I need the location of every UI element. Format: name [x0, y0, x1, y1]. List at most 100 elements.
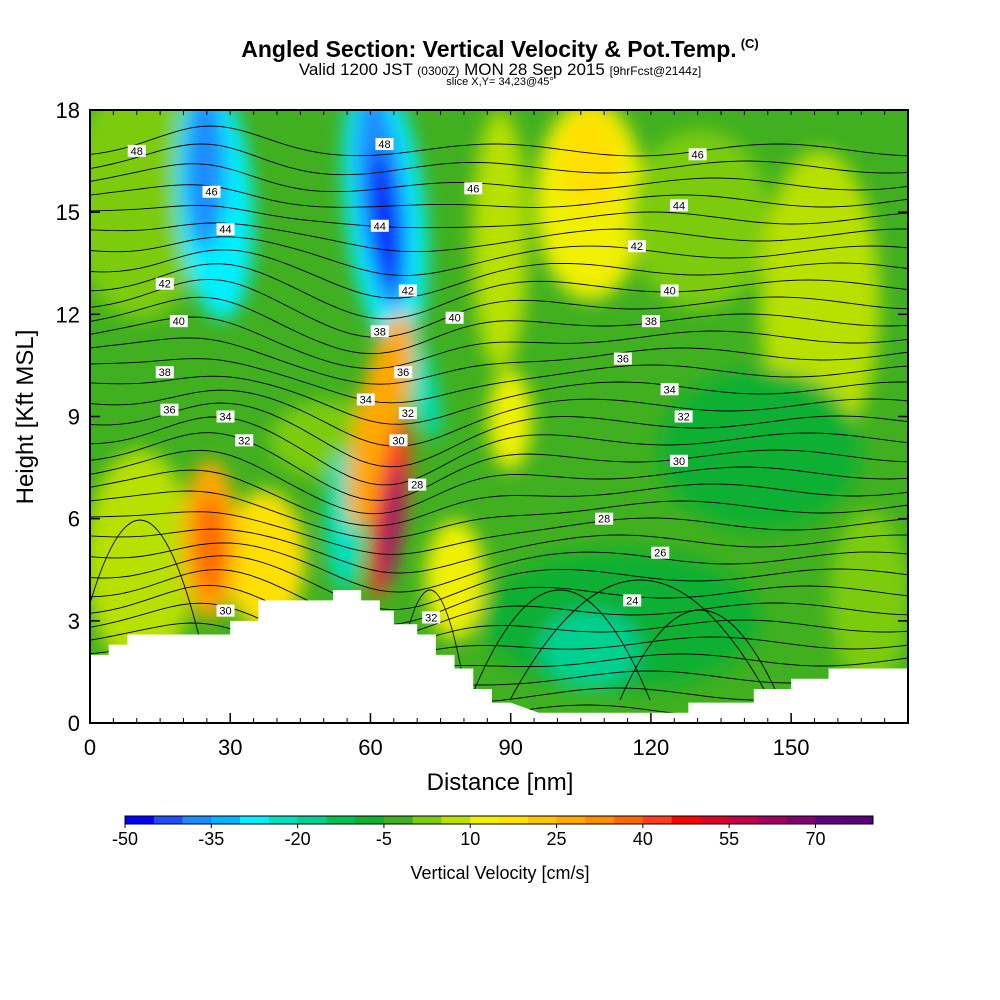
slice-info: slice X,Y= 34,23@45°	[446, 76, 554, 88]
contour-label-box	[651, 546, 670, 559]
colorbar-swatch	[786, 816, 816, 824]
contour-line	[90, 249, 908, 299]
contour-label: 44	[669, 199, 688, 212]
colorbar-tick-label: 55	[719, 829, 739, 849]
colorbar-swatch	[182, 816, 212, 824]
y-tick-label: 15	[56, 200, 80, 225]
contour-label-text: 36	[617, 354, 629, 366]
contour-line	[90, 402, 908, 468]
contour-label-box	[216, 410, 235, 423]
contour-line	[90, 519, 201, 641]
contour-line	[90, 337, 908, 385]
x-axis-label: Distance [nm]	[427, 769, 574, 796]
contour-line	[90, 555, 908, 611]
contour-label-text: 28	[411, 480, 423, 492]
contour-label-box	[235, 434, 254, 447]
contour-line	[90, 469, 908, 527]
field-band	[225, 490, 305, 630]
contour-line	[90, 184, 908, 208]
field-band	[830, 510, 908, 690]
contour-line	[90, 236, 908, 276]
contour-label-box	[169, 315, 188, 328]
contour-label-text: 30	[673, 456, 685, 468]
contour-label-box	[160, 403, 179, 416]
colorbar-swatch	[556, 816, 586, 824]
updraft-core	[381, 465, 403, 585]
contour-label: 34	[356, 393, 375, 406]
colorbar-swatch	[585, 816, 615, 824]
x-tick-label: 120	[633, 735, 670, 760]
contour-label-text: 32	[425, 612, 437, 624]
colorbar-swatch	[729, 816, 759, 824]
contour-label: 40	[445, 311, 464, 325]
contour-label: 46	[464, 182, 483, 195]
contour-label-box	[669, 454, 688, 467]
contour-line	[90, 511, 908, 555]
contour-label-text: 38	[159, 367, 171, 379]
contour-label: 38	[155, 366, 174, 379]
colorbar-swatch	[671, 816, 701, 824]
contour-label: 30	[389, 434, 408, 447]
contour-label-box	[660, 284, 679, 297]
colorbar: -50 -35 -20 -5 10 25 40 55 70	[112, 815, 874, 849]
contour-label: 44	[370, 219, 389, 233]
contour-label: 24	[623, 594, 642, 607]
contour-label: 26	[651, 546, 670, 560]
contour-line	[90, 163, 908, 193]
field-band	[472, 110, 528, 370]
field-band	[560, 110, 620, 210]
contour-label-text: 44	[374, 221, 386, 233]
contour-label-box	[127, 144, 146, 157]
colorbar-swatch	[383, 816, 414, 824]
contour-label-box	[370, 219, 389, 232]
y-tick-label: 6	[68, 507, 80, 532]
contour-label-text: 32	[678, 412, 690, 424]
contour-label-box	[595, 512, 614, 525]
colorbar-swatch	[153, 816, 184, 824]
contour-line	[90, 490, 908, 540]
contour-label-text: 40	[448, 313, 460, 325]
contour-line	[90, 584, 908, 639]
contour-label-box	[216, 604, 235, 617]
contour-line	[90, 296, 908, 355]
contour-line	[90, 125, 908, 157]
contour-label-box	[389, 434, 408, 447]
contour-label: 36	[394, 366, 413, 379]
colorbar-tick-label: 40	[633, 829, 653, 849]
contour-line	[90, 389, 908, 447]
contour-label: 34	[216, 410, 235, 424]
title-text: Angled Section: Vertical Velocity & Pot.…	[241, 36, 737, 62]
contour-label-box	[370, 325, 389, 338]
contour-label-box	[660, 383, 679, 396]
contour-label-text: 34	[219, 412, 231, 424]
colorbar-swatch	[757, 816, 788, 824]
contour-label: 42	[627, 240, 646, 253]
y-axis-label: Height [Kft MSL]	[12, 330, 39, 505]
colorbar-swatch	[412, 816, 442, 824]
colorbar-swatch	[326, 816, 356, 824]
contour-label-box	[422, 611, 441, 624]
plot-area: 48 48 46 46 46 44 44 44 42 42 42 40 40 40 38 38 38 36 36 36…	[90, 110, 908, 723]
colorbar-swatch	[527, 816, 558, 824]
contour-label-box	[155, 277, 174, 290]
contour-line	[90, 375, 908, 425]
colorbar-swatch	[355, 816, 385, 824]
contour-line	[469, 589, 651, 701]
contour-label-text: 32	[402, 408, 414, 420]
colorbar-swatch	[844, 816, 874, 824]
contour-label-text: 48	[131, 146, 143, 158]
colorbar-swatch	[240, 816, 270, 824]
colorbar-swatch	[815, 816, 845, 824]
contour-label-text: 30	[219, 606, 231, 618]
colorbar-swatch	[470, 816, 500, 824]
x-tick-label: 30	[218, 735, 242, 760]
contour-label-box	[398, 407, 417, 420]
colorbar-tick-label: 25	[547, 829, 567, 849]
contour-label-text: 36	[163, 405, 175, 417]
contour-label-text: 34	[663, 384, 675, 396]
contour-label-text: 42	[159, 279, 171, 291]
contour-label: 40	[169, 315, 188, 328]
contour-label-box	[627, 240, 646, 253]
contour-label-text: 28	[598, 514, 610, 526]
